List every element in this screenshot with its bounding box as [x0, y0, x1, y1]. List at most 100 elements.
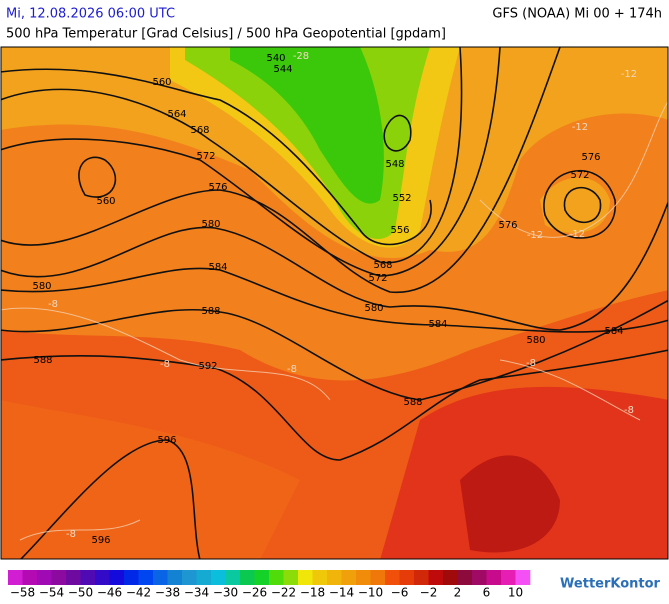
contour-label: 540 — [266, 53, 285, 64]
contour-label: 560 — [96, 196, 115, 207]
colorbar-label: −34 — [184, 586, 209, 600]
colorbar-swatch — [153, 570, 168, 585]
model-header: GFS (NOAA) Mi 00 + 174h — [492, 7, 662, 22]
contour-label: 580 — [364, 303, 383, 314]
contour-label: 556 — [390, 225, 409, 236]
colorbar-swatch — [109, 570, 125, 585]
isotherm-label: -8 — [160, 359, 170, 370]
contour-label: 576 — [581, 152, 600, 163]
colorbar-swatch — [22, 570, 38, 585]
colorbar-swatch — [428, 570, 444, 585]
contour-label: 552 — [392, 193, 411, 204]
colorbar-swatch — [37, 570, 52, 585]
colorbar-label: 6 — [483, 586, 491, 600]
contour-label: 544 — [273, 64, 292, 75]
colorbar-swatch — [457, 570, 473, 585]
colorbar-label: −42 — [126, 586, 151, 600]
colorbar-label: −6 — [391, 586, 409, 600]
colorbar-label: −14 — [329, 586, 354, 600]
colorbar-swatch — [370, 570, 386, 585]
colorbar-swatch — [182, 570, 197, 585]
colorbar-swatch — [80, 570, 96, 585]
colorbar-label: −26 — [242, 586, 267, 600]
contour-label: 592 — [198, 361, 217, 372]
colorbar-swatch — [95, 570, 110, 585]
contour-label: 560 — [152, 77, 171, 88]
colorbar-swatch — [167, 570, 183, 585]
isotherm-label: -8 — [66, 529, 76, 540]
colorbar-swatch — [283, 570, 299, 585]
colorbar-swatch — [225, 570, 241, 585]
colorbar-label: −38 — [155, 586, 180, 600]
colorbar-swatch — [341, 570, 357, 585]
colorbar-label: −10 — [358, 586, 383, 600]
contour-label: 576 — [498, 220, 517, 231]
contour-label: 584 — [428, 319, 447, 330]
colorbar-swatch — [211, 570, 226, 585]
colorbar-swatch — [240, 570, 255, 585]
colorbar-swatch — [8, 570, 23, 585]
colorbar-swatch — [472, 570, 487, 585]
isotherm-label: -8 — [287, 364, 297, 375]
colorbar-label: 2 — [454, 586, 462, 600]
colorbar-label: −46 — [97, 586, 122, 600]
contour-label: 568 — [190, 125, 209, 136]
contour-label: 588 — [201, 306, 220, 317]
colorbar-swatch — [51, 570, 67, 585]
contour-label: 596 — [157, 435, 176, 446]
contour-label: 568 — [373, 260, 392, 271]
colorbar-swatch — [414, 570, 429, 585]
colorbar-swatch — [312, 570, 328, 585]
colorbar-swatch — [66, 570, 81, 585]
colorbar-label: −22 — [271, 586, 296, 600]
colorbar: −58 −54 −50 −46 −42 −38 −34 −30 −26 −22 −18 −14 −10−… — [8, 570, 531, 600]
isotherm-label: -12 — [572, 122, 588, 133]
colorbar-label: −54 — [39, 586, 64, 600]
contour-label: 572 — [368, 273, 387, 284]
contour-label: 576 — [208, 182, 227, 193]
colorbar-swatch — [269, 570, 284, 585]
colorbar-swatch — [486, 570, 502, 585]
isotherm-label: -8 — [48, 299, 58, 310]
contour-label: 548 — [385, 159, 404, 170]
colorbar-swatch — [399, 570, 415, 585]
colorbar-swatch — [385, 570, 400, 585]
contour-label: 596 — [91, 535, 110, 546]
contour-label: 580 — [201, 219, 220, 230]
colorbar-swatch — [196, 570, 212, 585]
colorbar-swatch — [327, 570, 342, 585]
isotherm-label: -12 — [569, 229, 585, 240]
contour-label: 584 — [208, 262, 227, 273]
colorbar-label: −50 — [68, 586, 93, 600]
contour-label: 580 — [526, 335, 545, 346]
colorbar-label: −18 — [300, 586, 325, 600]
colorbar-swatch — [356, 570, 371, 585]
isotherm-label: -8 — [526, 358, 536, 369]
colorbar-swatch — [298, 570, 313, 585]
colorbar-swatch — [138, 570, 154, 585]
isotherm-label: -28 — [293, 51, 309, 62]
colorbar-swatch — [254, 570, 270, 585]
contour-label: 564 — [167, 109, 186, 120]
contour-label: 580 — [32, 281, 51, 292]
colorbar-swatch — [515, 570, 531, 585]
colorbar-label: −2 — [420, 586, 438, 600]
colorbar-label: −58 — [10, 586, 35, 600]
colorbar-swatch — [443, 570, 458, 585]
colorbar-swatch — [124, 570, 139, 585]
colorbar-label: 10 — [508, 586, 523, 600]
colorbar-swatch — [501, 570, 516, 585]
isotherm-label: -8 — [624, 405, 634, 416]
contour-label: 588 — [33, 355, 52, 366]
contour-label: 572 — [196, 151, 215, 162]
colorbar-label: −30 — [213, 586, 238, 600]
contour-label: 572 — [570, 170, 589, 181]
date-header: Mi, 12.08.2026 06:00 UTC — [6, 7, 175, 22]
contour-label: 588 — [403, 397, 422, 408]
isotherm-label: -12 — [527, 230, 543, 241]
map-title: 500 hPa Temperatur [Grad Celsius] / 500 … — [6, 27, 446, 42]
logo: WetterKontor — [560, 577, 661, 592]
isotherm-label: -12 — [621, 69, 637, 80]
